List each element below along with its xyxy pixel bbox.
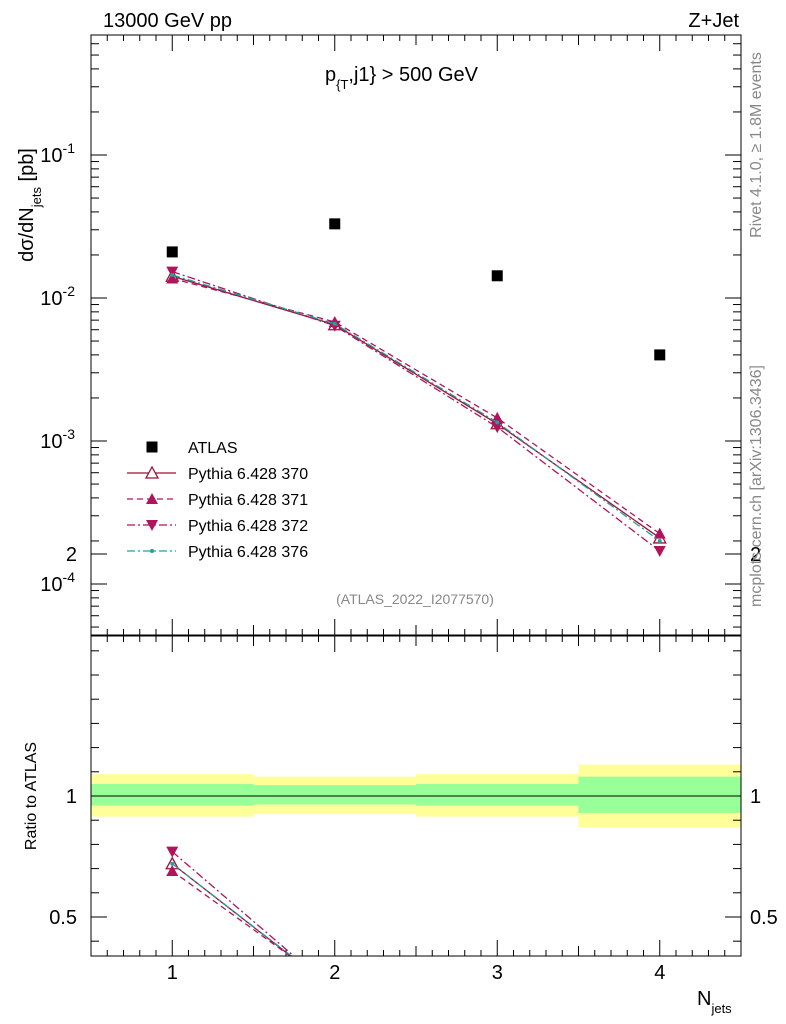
ratio-point-s3 [170,861,175,866]
legend-marker-4 [150,549,154,553]
legend-marker-3 [146,520,158,531]
energy-label: 13000 GeV pp [103,10,232,32]
legend-label-2: Pythia 6.428 371 [188,492,308,509]
ratio-y-tick-label-left: 0.5 [49,907,77,929]
ratio-point-s0 [654,1019,666,1024]
rivet-label: Rivet 4.1.0, ≥ 1.8M events [748,52,765,238]
data-point-s0 [491,270,503,282]
source-label: mcplots.cern.ch [arXiv:1306.3436] [748,365,765,607]
uncertainty-band-inner [578,776,741,813]
cut-label: p{T,j1} > 500 GeV [325,64,479,92]
x-tick-label: 4 [654,962,665,984]
data-point-s3 [166,266,179,278]
uncertainty-band-inner [253,785,416,805]
legend-marker-2 [146,493,158,504]
x-tick-label: 1 [167,962,178,984]
series-line-2 [172,277,661,535]
main-frame [90,34,742,636]
ratio-frame [90,635,742,957]
ratio-panel: 0.5 0.5 1 1 2 2 1 2 3 4 [49,544,778,1024]
uncertainty-band-inner [91,783,254,806]
ratio-point-s2 [166,846,179,858]
main-y-tick-label: 10-3 [40,426,75,453]
legend-label-0: ATLAS [188,440,238,457]
data-point-s0 [166,246,178,258]
process-label: Z+Jet [688,10,739,32]
ratio-y-tick-label-right: 0.5 [750,907,778,929]
ratio-point-s3 [495,1013,499,1017]
data-point-s4 [332,321,337,326]
main-y-tick-label: 10-1 [40,140,75,167]
data-point-s2 [166,272,179,284]
ratio-point-s2 [491,1012,503,1023]
series-line-3 [172,270,661,552]
main-y-tick-exponent: -1 [63,140,76,156]
ratio-line-3 [171,863,293,956]
ratio-point-s1 [654,1018,666,1024]
uncertainty-band-inner [416,783,579,806]
ratio-y-tick-label-right: 2 [750,544,761,566]
legend-marker-1 [144,465,160,479]
data-point-s4 [657,538,662,543]
ratio-point-s2 [329,986,341,997]
ratio-y-tick-label-left: 1 [66,786,77,808]
x-axis-title: Njets [697,988,732,1016]
main-y-tick-exponent: -2 [63,283,76,299]
legend-label-1: Pythia 6.428 370 [188,466,308,483]
ratio-point-s1 [166,865,179,877]
ratio-point-s3 [333,988,337,992]
legend: ATLAS Pythia 6.428 370 Pythia 6.428 371 Pyt… [127,440,308,561]
legend-marker-0 [146,441,158,453]
x-tick-label: 2 [329,962,340,984]
ratio-point-s0 [491,1010,503,1021]
x-tick-label: 3 [492,962,503,984]
ratio-ylabel: Ratio to ATLAS [23,742,40,850]
legend-label-4: Pythia 6.428 376 [188,544,308,561]
series-line-4 [172,274,661,542]
ratio-point-s0 [329,984,341,995]
main-panel: 10-1 10-2 10-3 10-4 p{T,j1} > 500 GeV (ATLA… [40,34,742,636]
ratio-line-0 [171,863,292,956]
main-y-tick-exponent: -4 [63,569,76,585]
data-point-s2 [653,527,666,539]
analysis-label: (ATLAS_2022_I2077570) [336,591,494,607]
legend-label-3: Pythia 6.428 372 [188,518,308,535]
ratio-point-s1 [491,1008,503,1019]
data-point-s0 [329,218,341,230]
ratio-line-1 [171,870,292,956]
main-y-tick-label: 10-4 [40,569,75,596]
ratio-y-tick-label-right: 1 [750,786,761,808]
main-y-tick-exponent: -3 [63,426,76,442]
data-point-s0 [654,349,666,361]
ratio-y-tick-label-left: 2 [66,544,77,566]
ratio-y-axis-title: Ratio to ATLAS [23,742,40,850]
data-point-s4 [495,420,500,425]
ratio-line-2 [171,851,295,956]
data-point-s4 [170,272,175,277]
main-y-tick-label: 10-2 [40,283,75,310]
data-point-s3 [653,546,666,558]
